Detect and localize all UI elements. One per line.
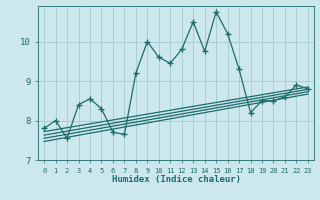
X-axis label: Humidex (Indice chaleur): Humidex (Indice chaleur) — [111, 175, 241, 184]
